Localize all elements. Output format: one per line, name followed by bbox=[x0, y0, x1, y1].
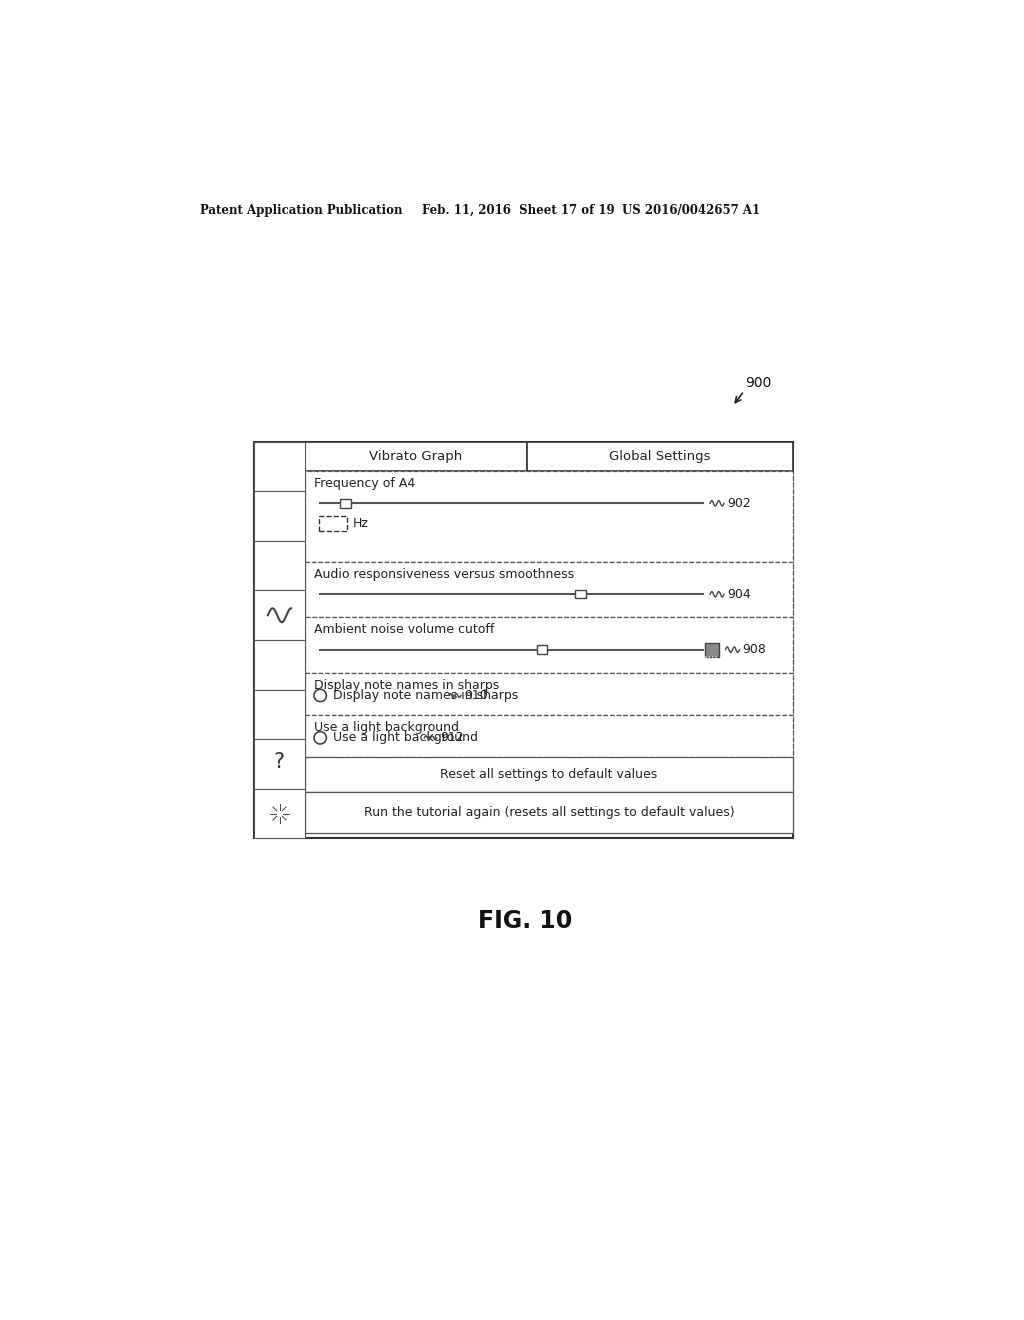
Circle shape bbox=[275, 710, 284, 718]
Bar bbox=[254, 689, 305, 739]
Text: Use a light background: Use a light background bbox=[333, 731, 477, 744]
Circle shape bbox=[288, 515, 290, 517]
Bar bbox=[305, 673, 793, 715]
Bar bbox=[254, 442, 305, 491]
Text: 440: 440 bbox=[321, 517, 344, 529]
Bar bbox=[305, 758, 793, 792]
Circle shape bbox=[286, 510, 289, 512]
Text: 902: 902 bbox=[727, 496, 751, 510]
Ellipse shape bbox=[284, 818, 288, 822]
Bar bbox=[254, 789, 305, 838]
Text: Run the tutorial again (resets all settings to default values): Run the tutorial again (resets all setti… bbox=[364, 807, 734, 818]
Bar bbox=[254, 739, 305, 789]
Bar bbox=[271, 558, 278, 565]
Ellipse shape bbox=[278, 821, 281, 825]
Text: US 2016/0042657 A1: US 2016/0042657 A1 bbox=[623, 205, 761, 218]
Ellipse shape bbox=[284, 805, 288, 809]
Text: Frequency of A4: Frequency of A4 bbox=[314, 477, 416, 490]
Text: Reset all settings to default values: Reset all settings to default values bbox=[440, 768, 657, 781]
Text: Display note names in sharps: Display note names in sharps bbox=[314, 678, 500, 692]
Circle shape bbox=[270, 520, 273, 523]
Circle shape bbox=[275, 506, 279, 508]
Bar bbox=[575, 590, 586, 598]
Bar bbox=[527, 442, 793, 471]
Circle shape bbox=[314, 689, 327, 702]
Ellipse shape bbox=[269, 459, 290, 473]
Ellipse shape bbox=[278, 706, 282, 714]
Ellipse shape bbox=[271, 805, 274, 809]
Circle shape bbox=[270, 804, 289, 822]
Ellipse shape bbox=[273, 709, 280, 714]
Text: 900: 900 bbox=[744, 376, 771, 391]
Bar bbox=[318, 516, 346, 531]
Bar bbox=[340, 499, 351, 508]
Circle shape bbox=[270, 510, 273, 512]
Text: ?: ? bbox=[274, 751, 285, 772]
Text: FIG. 10: FIG. 10 bbox=[477, 908, 572, 933]
Ellipse shape bbox=[268, 812, 272, 814]
Ellipse shape bbox=[278, 714, 282, 722]
Circle shape bbox=[314, 731, 327, 744]
Circle shape bbox=[281, 524, 284, 527]
Ellipse shape bbox=[278, 803, 281, 807]
Bar bbox=[305, 562, 793, 618]
Ellipse shape bbox=[287, 812, 291, 814]
Bar bbox=[305, 471, 793, 562]
Text: 912: 912 bbox=[440, 731, 464, 744]
Text: Feb. 11, 2016  Sheet 17 of 19: Feb. 11, 2016 Sheet 17 of 19 bbox=[423, 205, 615, 218]
Text: 910: 910 bbox=[464, 689, 487, 702]
Bar bbox=[271, 568, 278, 574]
Bar bbox=[281, 558, 288, 565]
Bar bbox=[305, 792, 793, 833]
Bar bbox=[254, 590, 305, 640]
Bar bbox=[305, 618, 793, 673]
Bar bbox=[254, 541, 305, 590]
Bar bbox=[254, 491, 305, 541]
Ellipse shape bbox=[280, 714, 286, 721]
Bar bbox=[305, 442, 527, 471]
Circle shape bbox=[281, 506, 284, 508]
Text: Global Settings: Global Settings bbox=[609, 450, 711, 463]
Bar bbox=[281, 568, 288, 574]
Text: Patent Application Publication: Patent Application Publication bbox=[200, 205, 402, 218]
Bar bbox=[706, 643, 719, 656]
Text: Display note names in sharps: Display note names in sharps bbox=[333, 689, 518, 702]
Circle shape bbox=[269, 515, 271, 517]
Circle shape bbox=[275, 809, 284, 817]
Circle shape bbox=[275, 524, 279, 527]
Text: Ambient noise volume cutoff: Ambient noise volume cutoff bbox=[314, 623, 495, 636]
Circle shape bbox=[286, 520, 289, 523]
Text: 904: 904 bbox=[727, 587, 751, 601]
Text: Vibrato Graph: Vibrato Graph bbox=[369, 450, 463, 463]
Bar bbox=[254, 442, 793, 838]
Bar bbox=[305, 715, 793, 758]
Text: Hz: Hz bbox=[352, 517, 369, 529]
Circle shape bbox=[279, 771, 281, 774]
Text: Audio responsiveness versus smoothness: Audio responsiveness versus smoothness bbox=[314, 568, 574, 581]
Ellipse shape bbox=[273, 714, 280, 721]
Ellipse shape bbox=[271, 711, 280, 717]
FancyArrow shape bbox=[274, 656, 285, 675]
Text: 908: 908 bbox=[742, 643, 766, 656]
Ellipse shape bbox=[280, 709, 286, 714]
Ellipse shape bbox=[271, 818, 274, 822]
Ellipse shape bbox=[280, 711, 288, 717]
Bar bbox=[537, 645, 548, 653]
Bar bbox=[254, 640, 305, 689]
Text: Use a light background: Use a light background bbox=[314, 721, 459, 734]
